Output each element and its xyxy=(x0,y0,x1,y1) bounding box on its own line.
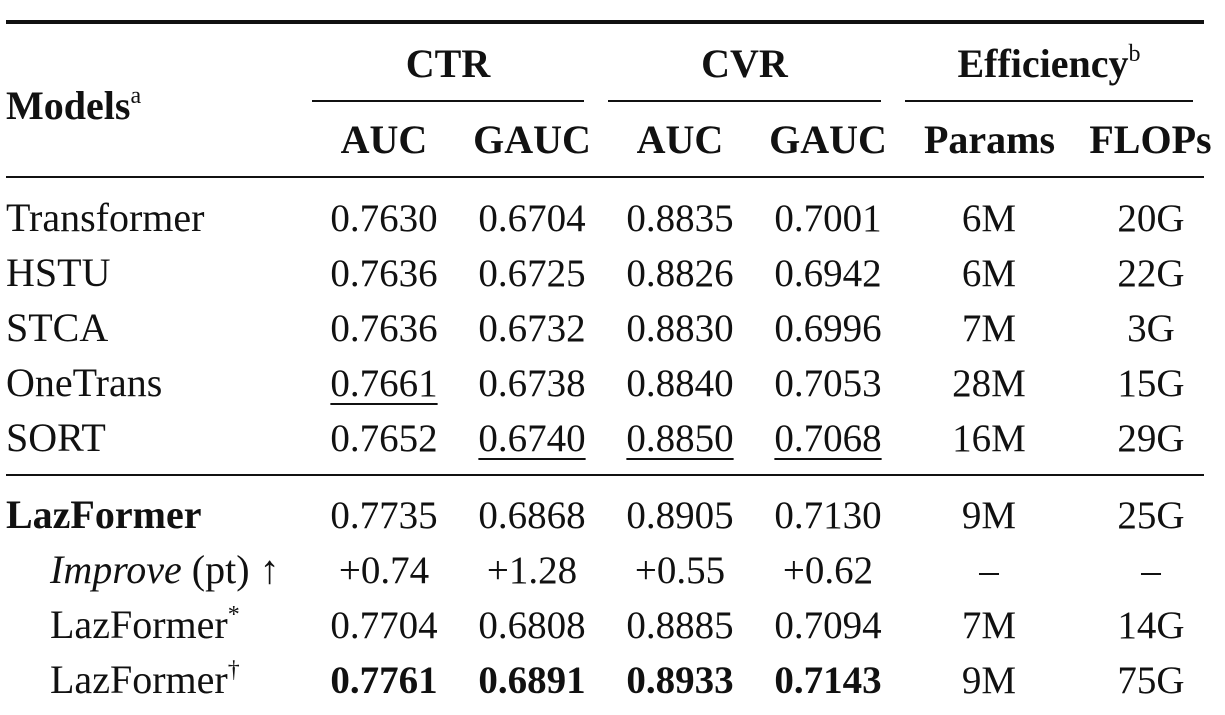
params-cell: 7M xyxy=(961,604,1017,647)
cvr-gauc-cell: 0.7094 xyxy=(774,604,882,647)
ctr-auc-cell: 0.7636 xyxy=(330,307,438,350)
cvr-auc-cell: 0.8830 xyxy=(626,307,734,350)
ctr-auc-cell: +0.74 xyxy=(338,549,430,592)
row-model-name: LazFormer* xyxy=(50,602,240,647)
header-efficiency-footnote-mark: b xyxy=(1128,41,1141,67)
header-ctr: CTR xyxy=(405,41,491,86)
flops-cell: 14G xyxy=(1117,604,1185,647)
ctr-gauc-cell: 0.6725 xyxy=(478,252,586,295)
params-cell: 9M xyxy=(961,494,1017,537)
cvr-gauc-cell: 0.7130 xyxy=(774,494,882,537)
variant-label: LazFormer xyxy=(50,657,228,702)
flops-cell: 15G xyxy=(1117,362,1185,405)
ctr-auc-cell: 0.7636 xyxy=(330,252,438,295)
header-cvr-gauc: GAUC xyxy=(769,117,887,162)
ctr-auc-cell: 0.7704 xyxy=(330,604,438,647)
row-model-name: STCA xyxy=(6,305,109,350)
cvr-gauc-cell: 0.7143 xyxy=(774,659,882,702)
ctr-gauc-cell: 0.6808 xyxy=(478,604,586,647)
params-cell: 6M xyxy=(961,197,1017,240)
flops-cell: 22G xyxy=(1117,252,1185,295)
row-model-name: Transformer xyxy=(6,195,205,240)
ctr-group-rule xyxy=(312,100,584,102)
params-cell: 6M xyxy=(961,252,1017,295)
variant-mark: * xyxy=(227,602,240,628)
variant-label: LazFormer xyxy=(50,602,228,647)
row-model-name: LazFormer† xyxy=(50,657,240,702)
ctr-gauc-cell: +1.28 xyxy=(486,549,578,592)
cvr-gauc-cell: +0.62 xyxy=(782,549,874,592)
flops-cell: 25G xyxy=(1117,494,1185,537)
flops-cell: 20G xyxy=(1117,197,1185,240)
cvr-auc-cell: 0.8850 xyxy=(626,417,734,460)
ctr-auc-cell: 0.7735 xyxy=(330,494,438,537)
header-ctr-auc: AUC xyxy=(340,117,428,162)
header-efficiency-label: Efficiency xyxy=(957,41,1129,86)
cvr-auc-cell: 0.8840 xyxy=(626,362,734,405)
header-ctr-gauc: GAUC xyxy=(473,117,591,162)
cvr-gauc-cell: 0.6942 xyxy=(774,252,882,295)
params-cell: 7M xyxy=(961,307,1017,350)
ctr-gauc-cell: 0.6740 xyxy=(478,417,586,460)
header-models-footnote-mark: a xyxy=(130,83,142,109)
cvr-gauc-cell: 0.7068 xyxy=(774,417,882,460)
row-model-name: HSTU xyxy=(6,250,111,295)
header-params: Params xyxy=(923,117,1056,162)
ctr-auc-cell: 0.7761 xyxy=(330,659,438,702)
header-models-label: Models xyxy=(6,83,131,128)
ctr-auc-cell: 0.7630 xyxy=(330,197,438,240)
header-cvr-auc: AUC xyxy=(636,117,724,162)
cvr-auc-cell: 0.8933 xyxy=(626,659,734,702)
row-model-name: LazFormer xyxy=(6,492,202,537)
flops-cell: 75G xyxy=(1117,659,1185,702)
improve-label: Improve xyxy=(50,547,182,592)
cvr-gauc-cell: 0.7053 xyxy=(774,362,882,405)
ctr-auc-cell: 0.7652 xyxy=(330,417,438,460)
params-cell: – xyxy=(979,549,999,592)
header-cvr: CVR xyxy=(701,41,788,86)
header-bottom-rule xyxy=(6,176,1204,178)
cvr-auc-cell: +0.55 xyxy=(634,549,726,592)
ctr-auc-cell: 0.7661 xyxy=(330,362,438,405)
row-model-name: OneTrans xyxy=(6,360,163,405)
cvr-gauc-cell: 0.7001 xyxy=(774,197,882,240)
params-cell: 16M xyxy=(952,417,1026,460)
ctr-gauc-cell: 0.6704 xyxy=(478,197,586,240)
cvr-auc-cell: 0.8905 xyxy=(626,494,734,537)
cvr-gauc-cell: 0.6996 xyxy=(774,307,882,350)
cvr-auc-cell: 0.8826 xyxy=(626,252,734,295)
flops-cell: 3G xyxy=(1127,307,1175,350)
row-model-name: SORT xyxy=(6,415,106,460)
header-efficiency: Efficiencyb xyxy=(905,41,1193,86)
variant-mark: † xyxy=(227,657,240,683)
ctr-gauc-cell: 0.6891 xyxy=(478,659,586,702)
cvr-auc-cell: 0.8835 xyxy=(626,197,734,240)
efficiency-group-rule xyxy=(905,100,1193,102)
cvr-group-rule xyxy=(608,100,881,102)
ctr-gauc-cell: 0.6868 xyxy=(478,494,586,537)
top-rule xyxy=(6,20,1204,24)
header-models: Modelsa xyxy=(6,83,142,128)
params-cell: 9M xyxy=(961,659,1017,702)
ctr-gauc-cell: 0.6732 xyxy=(478,307,586,350)
ctr-gauc-cell: 0.6738 xyxy=(478,362,586,405)
flops-cell: – xyxy=(1141,549,1161,592)
header-flops: FLOPs xyxy=(1089,117,1212,162)
cvr-auc-cell: 0.8885 xyxy=(626,604,734,647)
section-rule xyxy=(6,474,1204,476)
flops-cell: 29G xyxy=(1117,417,1185,460)
params-cell: 28M xyxy=(952,362,1026,405)
improve-suffix: (pt) ↑ xyxy=(191,547,280,592)
row-model-name: Improve (pt) ↑ xyxy=(50,550,280,590)
